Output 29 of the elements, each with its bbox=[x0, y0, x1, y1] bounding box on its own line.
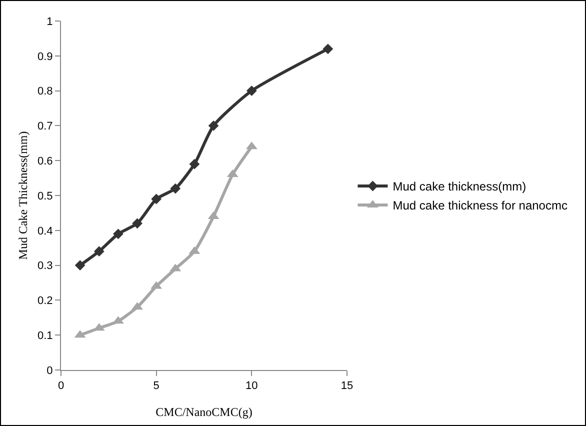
point bbox=[322, 44, 334, 54]
y-tick-label: 0.7 bbox=[38, 120, 53, 133]
y-tick-label: 0.1 bbox=[38, 330, 53, 342]
y-tick-label: 0 bbox=[46, 364, 53, 377]
point bbox=[74, 260, 86, 270]
x-tick-label: 5 bbox=[153, 380, 160, 392]
y-tick-label: 0.5 bbox=[38, 190, 53, 202]
x-tick-label: 10 bbox=[246, 380, 258, 392]
y-tick-label: 0.4 bbox=[38, 225, 53, 238]
point bbox=[113, 228, 124, 240]
y-tick-label: 0.9 bbox=[38, 50, 53, 63]
point bbox=[170, 183, 181, 194]
point bbox=[246, 86, 257, 96]
y-tick-label: 0.3 bbox=[38, 260, 53, 272]
legend-label: Mud cake thickness for nanocmc bbox=[392, 198, 568, 213]
y-tick-label: 1 bbox=[46, 16, 53, 28]
y-tick-label: 0.2 bbox=[38, 295, 53, 308]
y-tick-label: 0.6 bbox=[38, 155, 53, 168]
point bbox=[132, 218, 142, 229]
x-tick-label: 15 bbox=[340, 380, 354, 392]
y-tick-label: 0.8 bbox=[38, 86, 53, 98]
legend-label: Mud cake thickness(mm) bbox=[392, 180, 526, 194]
point bbox=[189, 158, 200, 170]
x-axis-title: CMC/NanoCMC(g) bbox=[156, 405, 252, 419]
y-axis-title: Mud Cake Thickness(mm) bbox=[16, 131, 30, 260]
point bbox=[151, 194, 162, 204]
point bbox=[208, 120, 219, 131]
x-tick-label: 0 bbox=[58, 380, 64, 392]
point bbox=[94, 246, 104, 257]
